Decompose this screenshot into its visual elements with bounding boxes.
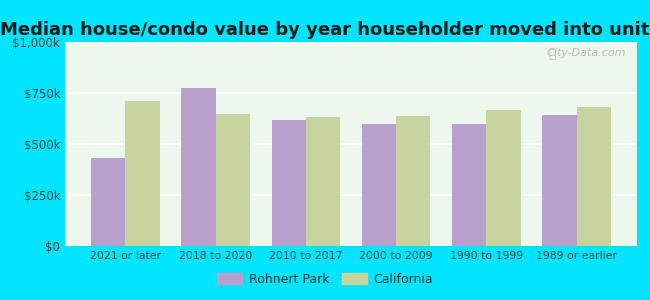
Legend: Rohnert Park, California: Rohnert Park, California — [213, 268, 437, 291]
Bar — [125, 101, 160, 246]
Bar — [577, 107, 611, 246]
Text: Median house/condo value by year householder moved into unit: Median house/condo value by year househo… — [0, 21, 650, 39]
Text: ⦿: ⦿ — [549, 48, 556, 61]
Bar — [396, 116, 430, 246]
Bar — [452, 124, 486, 246]
Bar — [216, 114, 250, 246]
Bar — [181, 88, 216, 246]
Bar — [542, 116, 577, 246]
Bar — [306, 118, 340, 246]
Bar — [91, 158, 125, 246]
Bar — [272, 119, 306, 246]
Bar — [486, 110, 521, 246]
Text: City-Data.com: City-Data.com — [546, 48, 625, 58]
Bar — [362, 124, 396, 246]
